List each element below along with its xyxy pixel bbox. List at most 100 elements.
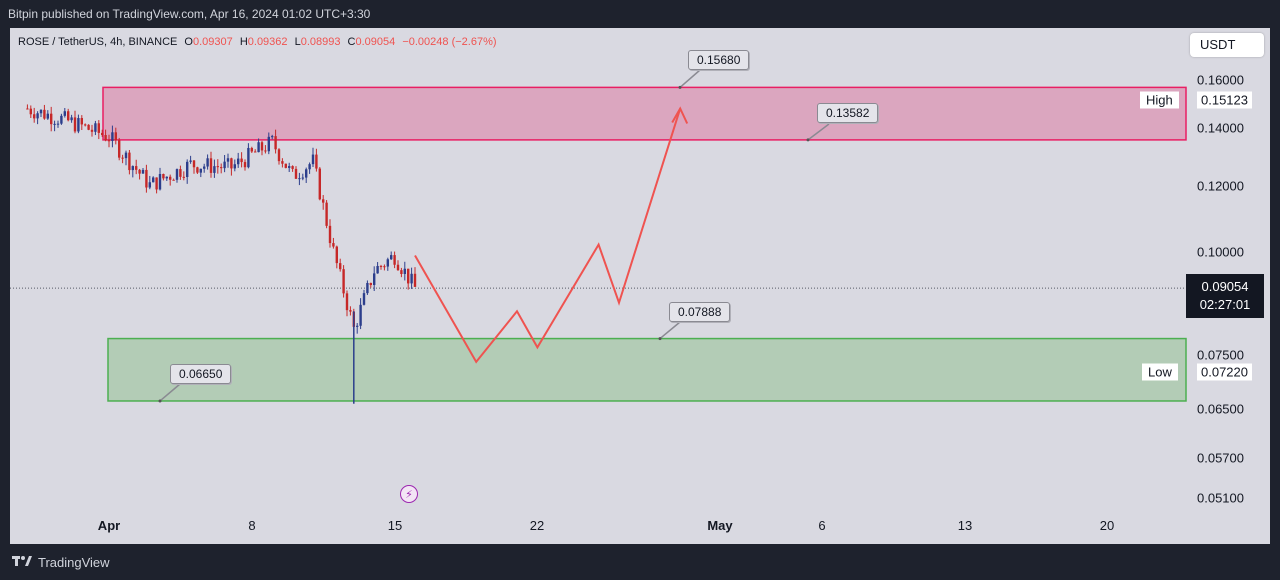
last-price-value: 0.09054	[1201, 279, 1249, 294]
close-value: 0.09054	[355, 36, 396, 48]
candle-body	[39, 109, 43, 114]
candle-body	[271, 136, 274, 138]
candle-body	[26, 108, 29, 110]
candle-body	[277, 149, 281, 162]
candle-body	[155, 177, 158, 190]
candle-body	[301, 177, 304, 179]
candle-body	[386, 259, 389, 267]
publish-info-bar: Bitpin published on TradingView.com, Apr…	[0, 0, 1280, 28]
candle-body	[260, 142, 264, 151]
candle-body	[403, 268, 406, 274]
candle-body	[335, 246, 338, 264]
candle-body	[199, 168, 202, 173]
candle-body	[165, 176, 168, 179]
candle-body	[257, 142, 260, 153]
price-tick: 0.05100	[1197, 490, 1244, 506]
candle-body	[264, 150, 267, 152]
candle-body	[148, 182, 151, 188]
candle-body	[342, 269, 345, 294]
candle-body	[121, 157, 124, 159]
lightning-icon[interactable]: ⚡	[400, 485, 418, 503]
candle-body	[294, 168, 298, 179]
price-tick: 0.10000	[1197, 244, 1244, 260]
candle-body	[407, 268, 410, 284]
low-value: 0.08993	[300, 36, 341, 48]
chart-area[interactable]: ROSE / TetherUS, 4h, BINANCE O0.09307 H0…	[10, 28, 1270, 544]
high-label: H	[239, 36, 248, 48]
candle-body	[254, 151, 257, 153]
callout-leader-line	[659, 321, 681, 340]
candle-body	[29, 108, 32, 115]
candle-body	[138, 169, 141, 174]
candle-body	[410, 273, 413, 284]
time-tick: 15	[387, 518, 403, 533]
candle-body	[311, 154, 315, 165]
candle-body	[203, 166, 206, 169]
candle-body	[400, 270, 403, 274]
candle-body	[107, 140, 111, 142]
candle-body	[70, 117, 73, 121]
callout-high-zone-bottom[interactable]: 0.13582	[817, 103, 879, 123]
candle-body	[390, 255, 393, 260]
price-tick: 0.06500	[1197, 401, 1244, 417]
candle-body	[152, 177, 155, 183]
candle-body	[196, 167, 199, 173]
candle-body	[308, 164, 311, 170]
callout-leader-line	[159, 383, 181, 402]
callout-leader-line	[807, 123, 830, 141]
open-value: 0.09307	[192, 36, 233, 48]
candle-body	[73, 117, 77, 132]
time-tick: May	[707, 518, 733, 533]
candle-body	[315, 154, 318, 169]
callout-high-zone-top[interactable]: 0.15680	[688, 50, 750, 70]
candle-body	[90, 129, 94, 132]
candle-body	[192, 160, 196, 168]
candle-body	[373, 273, 376, 286]
callout-low-zone-bottom[interactable]: 0.06650	[170, 364, 232, 384]
high-zone-label: High	[1140, 91, 1179, 109]
candle-body	[393, 255, 396, 265]
candle-body	[104, 135, 107, 141]
projection-arrowhead	[671, 106, 689, 124]
candle-body	[63, 111, 66, 116]
candle-body	[328, 225, 332, 244]
candle-body	[56, 123, 60, 125]
candle-body	[223, 161, 226, 169]
candle-body	[189, 160, 192, 162]
candle-body	[213, 166, 216, 173]
candle-body	[209, 158, 213, 173]
candle-body	[158, 173, 162, 190]
callout-anchor-dot	[678, 85, 682, 89]
candle-body	[284, 163, 287, 168]
time-tick: 8	[248, 518, 256, 533]
callout-anchor-dot	[158, 399, 162, 403]
candle-body	[305, 169, 308, 178]
candle-body	[243, 162, 247, 168]
candle-body	[298, 178, 301, 180]
candle-body	[67, 111, 70, 121]
candle-body	[118, 140, 121, 158]
currency-button[interactable]: USDT	[1190, 33, 1264, 57]
candle-body	[145, 169, 148, 188]
candle-body	[169, 176, 172, 180]
candle-body	[369, 282, 372, 286]
publish-info-text: Bitpin published on TradingView.com, Apr…	[8, 7, 371, 21]
candle-body	[77, 118, 80, 132]
price-tick: 0.05700	[1197, 450, 1244, 466]
change-value: −0.00248 (−2.67%)	[402, 36, 497, 48]
callout-low-zone-top[interactable]: 0.07888	[669, 302, 731, 322]
candle-body	[359, 304, 362, 326]
candle-body	[237, 158, 240, 165]
candle-body	[84, 124, 87, 126]
low-zone-price: 0.07220	[1197, 363, 1252, 381]
chart-canvas[interactable]	[10, 28, 1270, 544]
low-zone-rect	[107, 337, 1187, 402]
candle-body	[141, 169, 145, 174]
candle-body	[274, 136, 277, 150]
candle-body	[50, 113, 53, 125]
candle-body	[383, 266, 386, 268]
high-value: 0.09362	[247, 36, 288, 48]
candle-body	[97, 123, 100, 133]
candle-body	[128, 152, 131, 171]
candle-body	[216, 166, 219, 168]
